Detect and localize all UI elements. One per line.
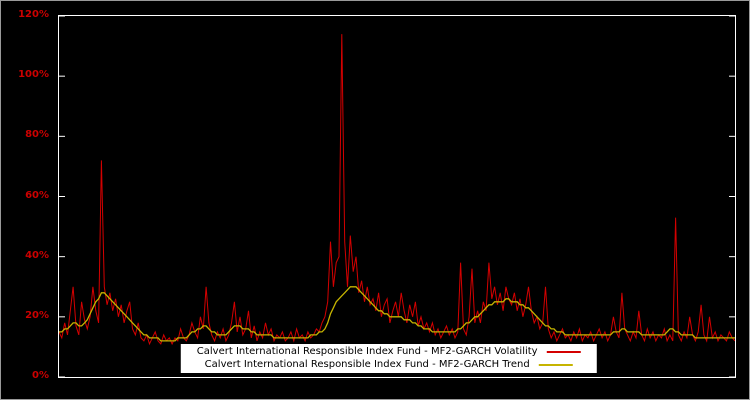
y-tick-label: 0%: [32, 370, 49, 381]
legend-entry-volatility: Calvert International Responsible Index …: [197, 346, 581, 358]
legend-label: Calvert International Responsible Index …: [204, 359, 530, 370]
legend: Calvert International Responsible Index …: [180, 344, 597, 373]
legend-entry-trend: Calvert International Responsible Index …: [197, 359, 581, 371]
y-tick-label: 80%: [25, 129, 49, 141]
plot-area: Calvert International Responsible Index …: [58, 15, 736, 378]
series-line-trend: [59, 286, 735, 342]
series-line-volatility: [59, 34, 735, 346]
y-axis: 0% 20% 40% 60% 80% 100% 120%: [1, 1, 53, 399]
legend-line-sample: [538, 364, 573, 366]
y-tick-label: 40%: [25, 249, 49, 261]
y-tick-label: 20%: [25, 309, 49, 321]
y-tick-label: 60%: [25, 189, 49, 201]
y-tick-label: 100%: [18, 69, 49, 81]
chart-canvas: [59, 16, 735, 377]
legend-line-sample: [546, 351, 581, 353]
legend-label: Calvert International Responsible Index …: [196, 346, 538, 357]
y-tick-label: 120%: [18, 9, 49, 20]
